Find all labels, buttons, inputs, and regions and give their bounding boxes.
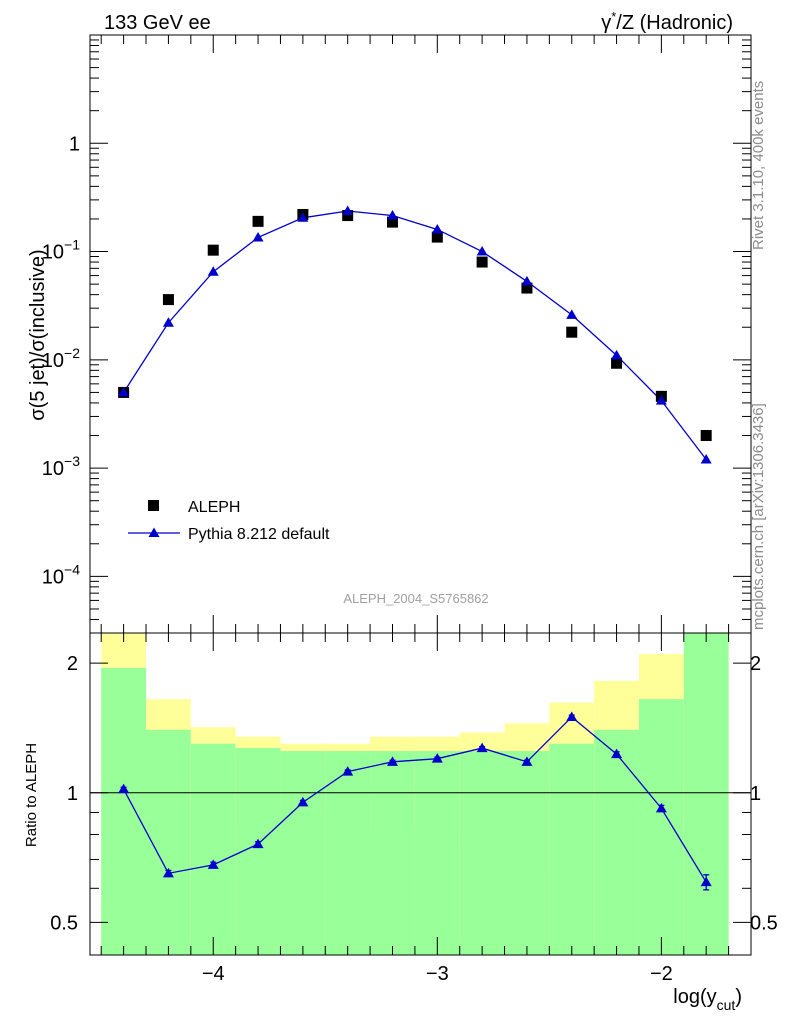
pythia-point: [476, 246, 488, 256]
band-inner-bin: [370, 751, 415, 955]
pythia-point: [655, 395, 667, 405]
band-inner-bin: [146, 729, 191, 955]
ratio-y-tick-label: 0.5: [50, 912, 78, 934]
ratio-point: [431, 753, 443, 763]
ratio-axis-ticks: −4 −3 −2 0.5 0.5 1 1 2 2: [50, 633, 778, 985]
main-y-tick-label: 1: [69, 133, 80, 155]
aleph-data-point: [386, 216, 398, 228]
pythia-point: [118, 386, 130, 397]
pythia-point: [207, 266, 219, 276]
aleph-data-point: [431, 231, 443, 243]
main-axis-ticks: 10−4 10−3 10−2 10−1 1: [42, 34, 752, 634]
main-y-tick-label: 10−1: [42, 237, 80, 264]
aleph-data-point: [476, 256, 488, 268]
ratio-x-tick-label: −2: [650, 963, 673, 985]
x-axis-label-main: log(y: [673, 986, 716, 1008]
main-panel: 10−410−310−210−11 σ(5 jet)/σ(inclusive) …: [27, 34, 752, 634]
ratio-point: [207, 859, 219, 869]
main-series-layer: [118, 205, 712, 464]
legend-aleph-label: ALEPH: [188, 499, 240, 516]
header-right-gamma: γ: [601, 12, 611, 34]
aleph-data-point: [611, 357, 623, 369]
pythia-point: [521, 275, 533, 286]
pythia-point: [566, 309, 578, 319]
band-inner-bin: [594, 729, 639, 955]
main-y-tick-label: 10−3: [42, 453, 80, 480]
ratio-uncertainty-bands: [101, 633, 729, 955]
legend-pythia-marker: [148, 527, 160, 537]
aleph-data-point: [252, 215, 264, 227]
ratio-point: [521, 756, 533, 766]
mcplots-label: mcplots.cern.ch [arXiv:1306.3436]: [750, 403, 767, 630]
band-inner-bin: [280, 751, 326, 955]
ratio-line: [123, 716, 707, 883]
pythia-point: [162, 317, 174, 327]
ratio-point: [162, 867, 174, 878]
band-inner-bin: [549, 743, 595, 955]
x-axis-label: log(ycut): [673, 986, 742, 1013]
legend-pythia-label: Pythia 8.212 default: [188, 526, 330, 543]
pythia-point: [700, 454, 712, 464]
ratio-y-tick-label-right: 2: [750, 653, 761, 675]
band-inner-bin: [101, 667, 147, 955]
ratio-x-tick-label: −3: [426, 963, 449, 985]
band-inner-bin: [683, 633, 729, 955]
x-axis-label-sub: cut: [717, 997, 736, 1013]
main-y-tick-label: 10−2: [42, 345, 80, 372]
ratio-point: [611, 748, 623, 759]
aleph-data-point: [342, 210, 354, 222]
band-inner-bin: [414, 751, 460, 955]
ratio-y-tick-label: 2: [67, 653, 78, 675]
ratio-y-tick-label: 1: [67, 783, 78, 805]
band-inner-bin: [459, 751, 505, 955]
ratio-point: [476, 742, 488, 753]
band-inner-bin: [190, 743, 236, 955]
ratio-point: [386, 756, 398, 766]
legend: ALEPH Pythia 8.212 default: [128, 499, 330, 543]
ratio-point: [342, 766, 354, 776]
aleph-data-point: [207, 244, 219, 256]
legend-aleph-marker: [148, 500, 159, 511]
ratio-x-tick-label: −4: [202, 963, 225, 985]
analysis-tag: ALEPH_2004_S5765862: [343, 591, 488, 606]
band-inner-bin: [638, 699, 684, 955]
pythia-point: [386, 210, 398, 220]
ratio-point: [297, 796, 309, 807]
ratio-series-layer: [118, 711, 712, 891]
ratio-y-tick-label-right: 1: [750, 783, 761, 805]
rivet-version-label: Rivet 3.1.10, 400k events: [750, 81, 767, 250]
x-axis-label-close: ): [735, 986, 742, 1008]
main-y-axis-label: σ(5 jet)/σ(inclusive): [27, 249, 49, 420]
ratio-frame: [89, 632, 752, 956]
ratio-y-axis-label: Ratio to ALEPH: [23, 743, 40, 847]
aleph-data-point: [566, 326, 578, 338]
aleph-data-point: [700, 430, 712, 442]
header-right-suffix: /Z (Hadronic): [616, 12, 733, 34]
ratio-point: [566, 711, 578, 721]
main-frame: [89, 34, 752, 634]
pythia-point: [297, 212, 309, 222]
header-right: γ*/Z (Hadronic): [601, 9, 733, 34]
ratio-point: [655, 802, 667, 813]
pythia-point: [611, 349, 623, 360]
pythia-point: [252, 231, 264, 242]
ratio-point: [252, 838, 264, 849]
pythia-point: [431, 223, 443, 234]
ratio-point: [118, 783, 130, 794]
band-inner-bin: [325, 751, 371, 955]
main-y-tick-label: 10−4: [42, 561, 80, 588]
ratio-point: [700, 876, 712, 887]
ratio-panel: −4 −3 −2 0.5 0.5 1 1 2 2 Ratio to ALEPH log(ycut…: [23, 632, 778, 1013]
header-left: 133 GeV ee: [104, 12, 211, 34]
header-right-star: *: [611, 9, 616, 24]
aleph-data-point: [162, 294, 174, 306]
pythia-line: [123, 210, 707, 460]
band-inner-bin: [504, 751, 550, 955]
aleph-data-point: [521, 282, 533, 294]
ratio-y-tick-label-right: 0.5: [750, 912, 778, 934]
pythia-point: [342, 205, 354, 215]
